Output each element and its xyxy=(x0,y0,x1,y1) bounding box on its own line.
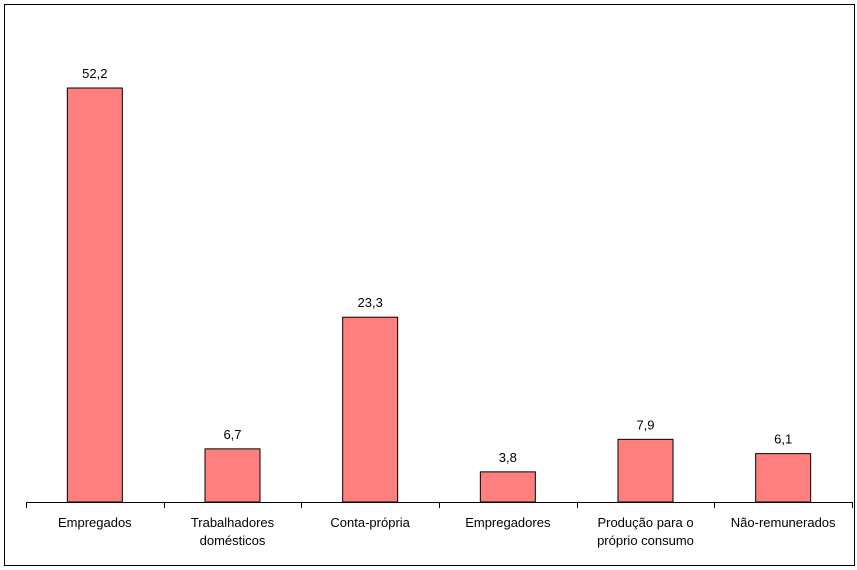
x-tick-label: Conta-própria xyxy=(330,515,410,530)
chart-border xyxy=(4,4,855,566)
bar xyxy=(66,87,123,503)
bar xyxy=(342,316,399,503)
x-tick-label: Produção para o próprio consumo xyxy=(597,515,694,548)
bar xyxy=(755,453,812,503)
value-label: 6,7 xyxy=(223,427,241,442)
bar xyxy=(204,448,261,503)
x-tick-label: Trabalhadores domésticos xyxy=(190,515,275,548)
bar xyxy=(479,471,536,503)
value-label: 23,3 xyxy=(358,295,383,310)
value-label: 3,8 xyxy=(499,450,517,465)
value-label: 7,9 xyxy=(636,417,654,432)
x-tick-label: Empregados xyxy=(57,515,132,530)
value-label: 6,1 xyxy=(774,432,792,447)
x-tick-label: Empregadores xyxy=(465,515,551,530)
x-tick-label: Não-remunerados xyxy=(730,515,836,530)
bar xyxy=(617,438,674,503)
value-label: 52,2 xyxy=(82,66,107,81)
